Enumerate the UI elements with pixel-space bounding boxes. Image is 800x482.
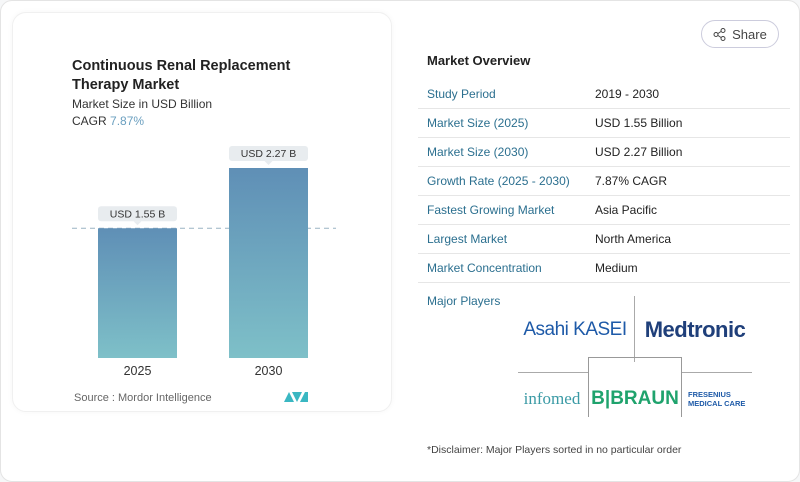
bar-2025 [98,228,177,358]
cagr-label: CAGR [72,114,107,128]
share-button[interactable]: Share [701,20,779,48]
overview-row: Study Period 2019 - 2030 [418,80,790,109]
player-logo-bbraun: B|BRAUN [591,388,679,409]
data-label-pointer [264,161,273,165]
overview-row: Largest Market North America [418,225,790,254]
share-label: Share [732,26,767,42]
cagr: CAGR 7.87% [72,114,144,128]
overview-row-label: Market Size (2030) [427,145,529,159]
source-text: Source : Mordor Intelligence [74,392,212,404]
data-label: USD 2.27 B [241,148,296,160]
bar-2030 [229,168,308,358]
player-logo-medtronic: Medtronic [644,317,746,342]
overview-row: Fastest Growing Market Asia Pacific [418,196,790,225]
share-icon [713,27,726,41]
overview-row-label: Study Period [427,87,496,101]
major-players-label: Major Players [427,294,501,308]
overview-row-value: 7.87% CAGR [595,174,668,188]
overview-row-label: Largest Market [427,232,508,246]
data-label-bg [98,206,177,222]
player-logo-infomed: infomed [523,389,581,408]
overview-row-label: Market Concentration [427,261,542,275]
chart-subtitle: Market Size in USD Billion [72,97,213,111]
x-tick-label: 2030 [255,364,283,378]
disclaimer: *Disclaimer: Major Players sorted in no … [427,444,682,456]
player-logo-asahi-kasei: Asahi KASEI [523,319,627,340]
overview-row-value: USD 2.27 Billion [595,145,683,159]
overview-title: Market Overview [427,53,531,68]
player-logo-fresenius: FRESENIUS MEDICAL CARE [688,390,746,408]
overview-row-value: Medium [595,261,638,275]
overview-row-value: USD 1.55 Billion [595,116,683,130]
chart-title: Continuous Renal Replacement Therapy Mar… [72,58,291,93]
overview-row-value: 2019 - 2030 [595,87,660,101]
overview-row-label: Fastest Growing Market [427,203,555,217]
data-label-bg [229,146,308,161]
overview-row-label: Growth Rate (2025 - 2030) [427,174,570,188]
overview-row: Market Size (2030) USD 2.27 Billion [418,138,790,167]
overview-row: Growth Rate (2025 - 2030) 7.87% CAGR [418,167,790,196]
data-label-pointer [133,221,142,226]
cagr-value: 7.87% [110,114,145,128]
data-label: USD 1.55 B [110,208,165,220]
chart-card [12,12,392,412]
overview-row-value: North America [595,232,672,246]
overview-row: Market Size (2025) USD 1.55 Billion [418,109,790,138]
mordor-logo-icon [284,392,308,402]
overview-row-label: Market Size (2025) [427,116,529,130]
overview-row-value: Asia Pacific [595,203,658,217]
bar-chart: USD 1.55 B 2025 USD 2.27 B 2030 [72,146,336,378]
overview-row: Market Concentration Medium [418,254,790,283]
x-tick-label: 2025 [124,364,152,378]
